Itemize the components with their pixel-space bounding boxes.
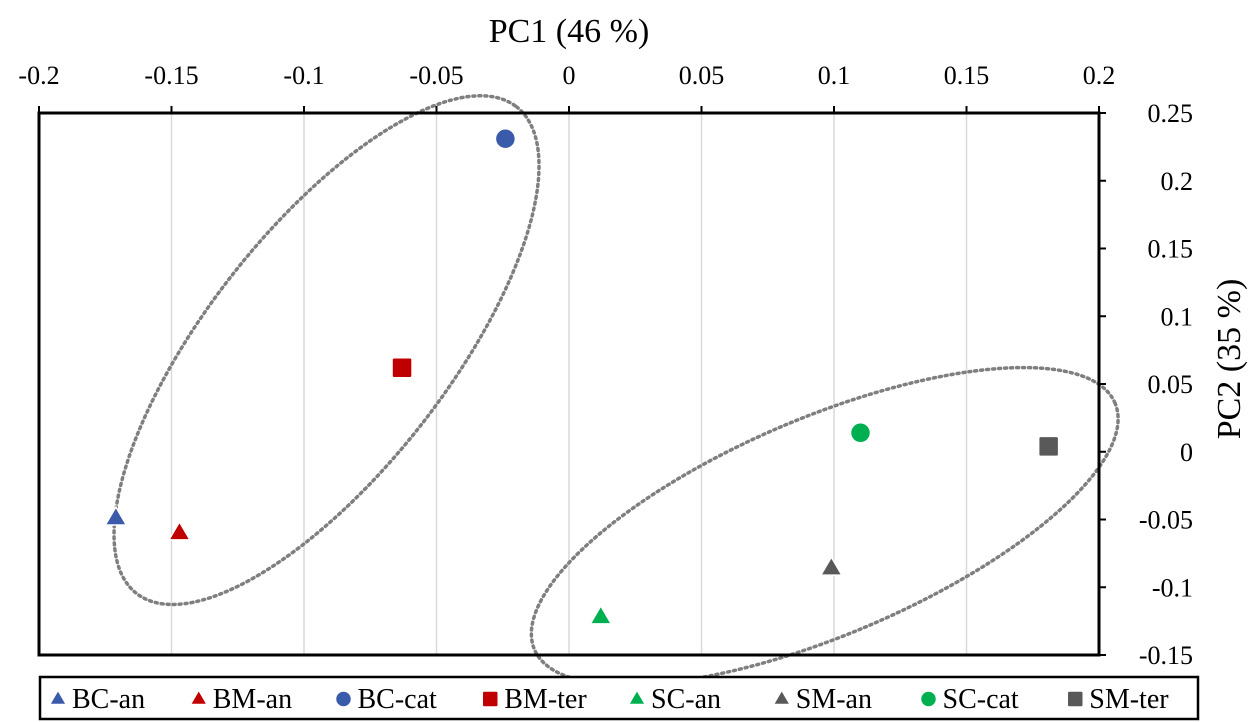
legend-label-sc-cat: SC-cat	[943, 684, 1019, 715]
data-point-sm-an	[820, 556, 843, 576]
data-point-bm-ter	[391, 356, 413, 379]
x-axis-title: PC1 (46 %)	[489, 13, 650, 50]
data-points	[104, 127, 1060, 625]
data-point-sm-ter	[1037, 435, 1060, 458]
legend-label-bm-ter: BM-ter	[504, 684, 587, 715]
x-tick-label: 0.05	[679, 61, 725, 90]
legend-marker-sm-an	[772, 689, 791, 706]
legend-marker-bc-an	[48, 689, 68, 706]
x-tick-label: -0.15	[144, 61, 198, 90]
cluster-ellipse	[112, 94, 541, 607]
x-tick-label: 0.15	[944, 61, 990, 90]
x-tick-label: 0.2	[1083, 61, 1116, 90]
grid-lines	[170, 113, 968, 655]
y-tick-label: 0.25	[1148, 99, 1194, 128]
legend-frame	[38, 675, 1200, 721]
legend: BC-an BM-an BC-cat BM-ter SC-an SM-an SC-cat SM…	[38, 675, 1200, 721]
data-point-bc-cat	[494, 127, 517, 150]
legend-marker-bm-ter	[481, 690, 499, 708]
y-tick-label: -0.15	[1139, 641, 1193, 670]
cluster-ellipse	[529, 365, 1120, 687]
y-tick-label: 0.1	[1161, 302, 1194, 331]
legend-label-bm-an: BM-an	[213, 684, 292, 715]
legend-marker-bm-an	[189, 689, 208, 706]
cluster-ellipses	[112, 94, 1120, 687]
legend-marker-bc-cat	[334, 690, 353, 708]
legend-label-sm-an: SM-an	[796, 684, 872, 715]
x-tick-label: -0.05	[409, 61, 463, 90]
legend-label-sm-ter: SM-ter	[1089, 684, 1169, 715]
y-tick-label: 0	[1180, 438, 1193, 467]
y-tick-label: -0.1	[1152, 573, 1193, 602]
x-tick-label: -0.2	[18, 61, 59, 90]
y-tick-label: 0.15	[1148, 235, 1194, 264]
legend-label-bc-an: BC-an	[72, 684, 145, 715]
legend-label-sc-an: SC-an	[651, 684, 721, 715]
y-tick-label: 0.05	[1148, 370, 1194, 399]
x-tick-label: 0.1	[818, 61, 851, 90]
x-tick-label: 0	[563, 61, 576, 90]
legend-marker-sc-an	[627, 689, 647, 706]
data-point-sc-an	[589, 605, 613, 625]
data-point-bc-an	[104, 506, 128, 526]
legend-marker-sc-cat	[919, 690, 938, 708]
y-tick-label: -0.05	[1139, 506, 1193, 535]
legend-label-bc-cat: BC-cat	[358, 684, 438, 715]
y-axis-ticks: 0.25 0.2 0.15 0.1 0.05 0 -0.05 -0.1 -0.15	[1099, 99, 1193, 670]
x-axis-ticks: -0.2 -0.15 -0.1 -0.05 0 0.05 0.1 0.15 0.2	[18, 61, 1115, 113]
legend-marker-sm-ter	[1066, 690, 1084, 708]
y-axis-title: PC2 (35 %)	[1211, 279, 1248, 440]
data-point-bm-an	[168, 521, 191, 541]
y-tick-label: 0.2	[1161, 167, 1194, 196]
data-point-sc-cat	[849, 422, 872, 444]
x-tick-label: -0.1	[283, 61, 324, 90]
